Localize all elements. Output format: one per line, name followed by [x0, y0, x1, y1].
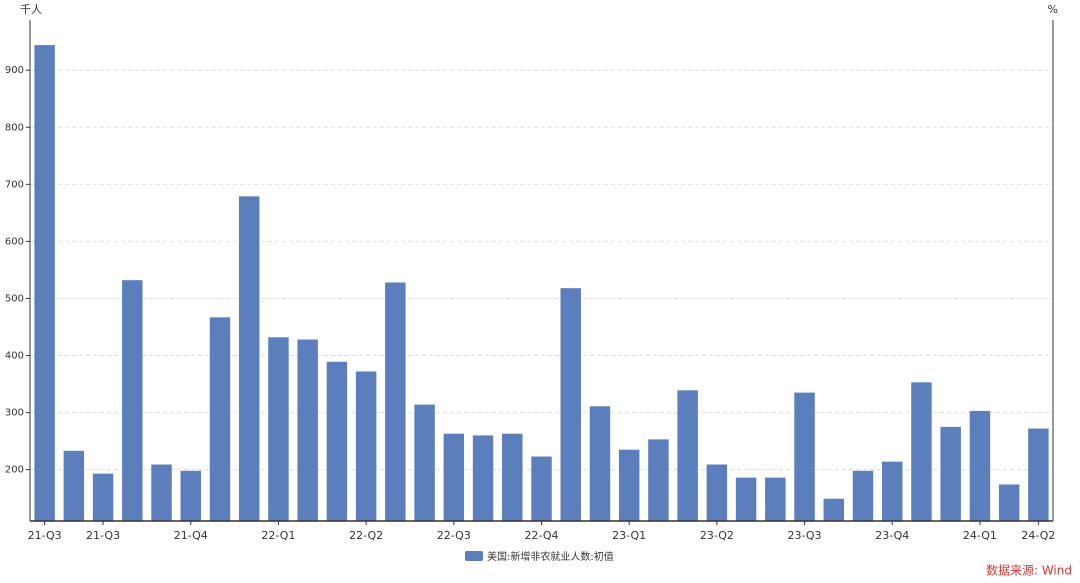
y-tick-label: 800: [5, 122, 24, 133]
bar: [209, 317, 231, 521]
bar: [472, 435, 494, 521]
x-tick-label: 22-Q4: [524, 529, 558, 542]
bar: [911, 382, 932, 521]
bar: [180, 470, 201, 521]
bar: [122, 280, 143, 521]
bar: [735, 477, 757, 521]
bar: [355, 371, 377, 521]
x-tick-label: 22-Q2: [349, 529, 383, 542]
bar: [297, 339, 318, 521]
y-tick-label: 300: [5, 408, 24, 419]
x-tick-label: 24-Q2: [1021, 529, 1055, 542]
bar: [63, 450, 85, 521]
bar: [34, 45, 55, 522]
bar: [238, 196, 260, 521]
bar: [940, 426, 961, 521]
y2-unit: %: [1048, 3, 1058, 16]
bar: [998, 484, 1020, 521]
x-tick-label: 24-Q1: [963, 529, 997, 542]
bar: [1028, 428, 1049, 521]
x-tick-label: 23-Q4: [875, 529, 909, 542]
x-tick-label: 23-Q1: [612, 529, 646, 542]
y-tick-label: 600: [5, 236, 24, 247]
bar: [560, 288, 581, 521]
bar: [589, 406, 611, 521]
bar: [385, 282, 406, 521]
x-tick-label: 22-Q1: [261, 529, 295, 542]
y-tick-label: 200: [5, 465, 24, 476]
x-tick-label: 21-Q4: [174, 529, 208, 542]
bar: [618, 449, 640, 521]
bar: [765, 477, 786, 521]
y-unit: 千人: [20, 3, 42, 16]
bar: [151, 464, 172, 521]
bar: [677, 390, 698, 521]
bar: [443, 433, 465, 521]
bar: [92, 473, 114, 521]
legend-swatch: [465, 551, 483, 561]
bar: [326, 361, 348, 521]
x-tick-label: 22-Q3: [437, 529, 471, 542]
bar: [502, 433, 523, 521]
x-tick-label: 23-Q3: [788, 529, 822, 542]
bar: [969, 410, 991, 521]
bar: [823, 498, 845, 521]
legend-label: 美国:新增非农就业人数:初值: [487, 550, 614, 563]
y-tick-label: 700: [5, 179, 24, 190]
bar: [531, 456, 552, 521]
y-tick-label: 400: [5, 351, 24, 362]
bar: [852, 470, 874, 521]
bar: [648, 439, 669, 521]
bar: [882, 461, 903, 521]
x-tick-label: 23-Q2: [700, 529, 734, 542]
bar: [706, 464, 728, 521]
x-tick-label: 21-Q3: [86, 529, 120, 542]
bar: [794, 392, 815, 521]
x-tick-label: 21-Q3: [28, 529, 62, 542]
y-tick-label: 500: [5, 293, 24, 304]
y-tick-label: 900: [5, 65, 24, 76]
bar: [414, 404, 435, 521]
source: 数据来源: Wind: [986, 563, 1072, 578]
bar: [268, 337, 289, 521]
